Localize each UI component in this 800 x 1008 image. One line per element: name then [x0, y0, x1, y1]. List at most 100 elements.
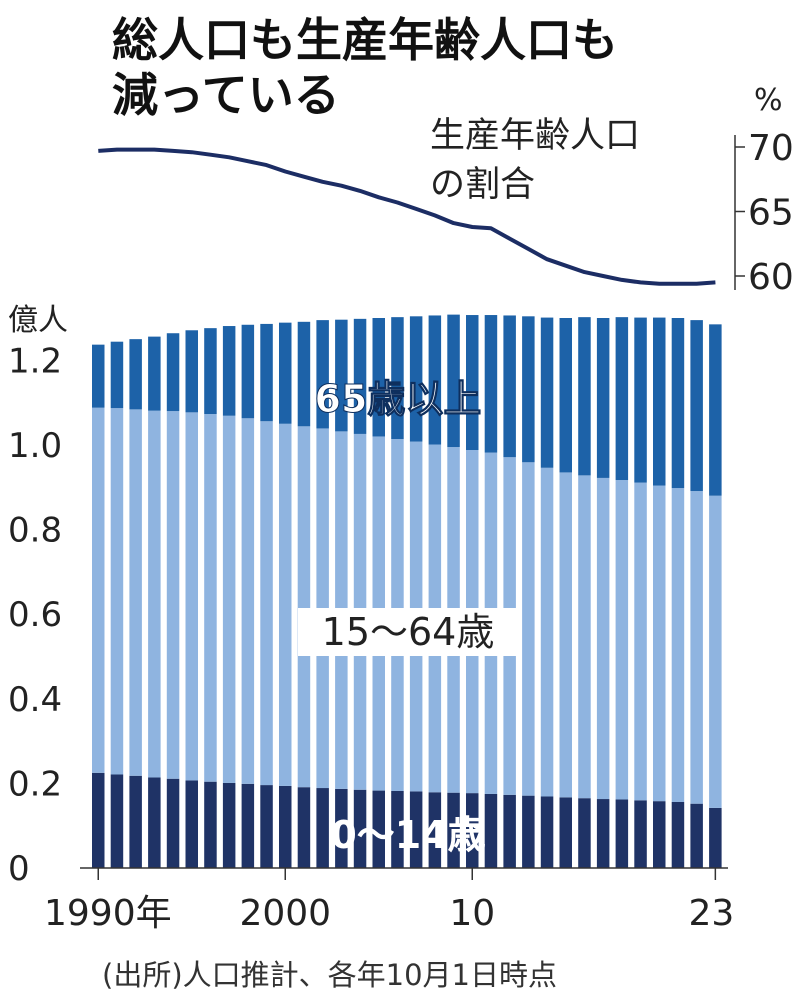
population-bar-panel: 億人 1.2 1.0 0.8 0.6 0.4 0.2 0 1990年 2000 10 23 65歳…	[8, 303, 734, 934]
series-label-15-64: 15～64歳	[322, 610, 495, 654]
bar-2011-series-0	[484, 793, 498, 868]
population-y-tick-label: 0.4	[8, 680, 62, 720]
population-x-tick-label: 23	[688, 893, 734, 934]
series-label-15-64-background	[298, 608, 518, 656]
population-y-tick-label: 1.0	[8, 426, 62, 466]
bar-2003-series-2	[335, 319, 348, 432]
bar-1991-series-0	[110, 774, 124, 868]
population-y-tick-label: 1.2	[8, 341, 62, 381]
bar-2009-series-0	[447, 792, 460, 868]
bar-2005-series-2	[372, 318, 385, 437]
bar-2008-series-2	[428, 315, 442, 445]
bar-2016-series-0	[578, 798, 591, 868]
bar-2017-series-1	[596, 477, 610, 800]
source-note: (出所)人口推計、各年10月1日時点	[102, 958, 557, 992]
bar-1994-series-0	[166, 778, 180, 868]
bar-1993-series-2	[148, 336, 161, 411]
bar-2012-series-2	[503, 315, 516, 458]
bar-2002-series-2	[316, 320, 329, 429]
bar-2018-series-1	[615, 480, 629, 800]
bar-2016-series-1	[578, 475, 591, 799]
bar-1998-series-2	[241, 324, 255, 419]
bar-1995-series-2	[185, 330, 198, 413]
bar-2020-series-0	[653, 801, 666, 868]
ratio-series-label-line-2: の割合	[430, 165, 535, 205]
bar-1999-series-2	[260, 323, 273, 422]
bar-2000-series-0	[279, 785, 292, 868]
bar-1992-series-2	[129, 339, 142, 410]
series-label-0-14: 0～14歳	[330, 813, 485, 857]
bar-1997-series-1	[222, 415, 236, 783]
bar-2013-series-1	[522, 462, 535, 796]
ratio-tick-label: 65	[748, 193, 794, 234]
population-y-tick-label: 0.8	[8, 511, 62, 551]
bar-2000-series-1	[279, 423, 292, 786]
bar-2014-series-2	[540, 317, 554, 468]
bar-1991-series-1	[110, 408, 124, 775]
bar-1990-series-1	[92, 407, 105, 773]
bar-1998-series-0	[241, 783, 255, 868]
population-x-tick-label: 2000	[239, 893, 331, 934]
bar-1996-series-0	[204, 781, 217, 868]
bar-2014-series-0	[540, 796, 554, 868]
ratio-axis-ticks: 70 65 60	[735, 128, 794, 298]
ratio-unit-label: %	[754, 83, 783, 118]
bar-2023-series-1	[709, 495, 722, 808]
bar-1995-series-1	[185, 412, 198, 781]
bar-2004-series-2	[353, 318, 367, 434]
bar-2020-series-2	[653, 317, 666, 486]
bar-1998-series-1	[241, 418, 255, 784]
bar-2007-series-0	[409, 791, 423, 868]
bar-2021-series-2	[671, 318, 685, 489]
bar-1996-series-1	[204, 414, 217, 782]
population-unit-label: 億人	[8, 303, 68, 338]
bar-2001-series-2	[297, 321, 311, 427]
bar-2011-series-2	[484, 315, 498, 453]
bar-2015-series-0	[559, 797, 572, 868]
bar-2008-series-0	[428, 792, 442, 868]
series-label-65-plus: 65歳以上	[315, 377, 482, 421]
population-x-tick-label: 10	[449, 893, 495, 934]
bar-1997-series-0	[222, 782, 236, 868]
bar-2010-series-0	[466, 793, 479, 868]
population-x-ticks: 1990年 2000 10 23	[44, 868, 734, 934]
bar-2022-series-2	[690, 320, 703, 492]
bar-1994-series-1	[166, 411, 180, 779]
bar-2006-series-2	[391, 317, 404, 439]
ratio-series-label-line-1: 生産年齢人口	[430, 116, 640, 156]
bar-1996-series-2	[204, 328, 217, 415]
bar-1999-series-1	[260, 421, 273, 786]
bar-2001-series-0	[297, 787, 311, 868]
population-y-tick-label: 0	[8, 849, 30, 889]
bar-2023-series-2	[709, 324, 722, 496]
chart-title-line-2: 減っている	[112, 68, 340, 122]
ratio-tick-label: 70	[748, 128, 794, 169]
bar-2004-series-0	[353, 789, 367, 868]
bar-2006-series-0	[391, 791, 404, 868]
bar-2002-series-0	[316, 788, 329, 868]
bar-2015-series-2	[559, 318, 572, 473]
ratio-tick-label: 60	[748, 257, 794, 298]
bar-2013-series-0	[522, 795, 535, 868]
bar-2013-series-2	[522, 316, 535, 463]
bar-1999-series-0	[260, 785, 273, 868]
bar-2015-series-1	[559, 472, 572, 798]
bar-2010-series-2	[466, 315, 479, 450]
population-y-ticks: 1.2 1.0 0.8 0.6 0.4 0.2 0	[8, 341, 62, 889]
bar-2019-series-1	[634, 482, 647, 801]
bar-2017-series-0	[596, 799, 610, 868]
bar-2016-series-2	[578, 317, 591, 476]
bar-2007-series-2	[409, 316, 423, 442]
bar-1993-series-1	[148, 410, 161, 778]
bar-1992-series-0	[129, 775, 142, 868]
population-y-tick-label: 0.6	[8, 595, 62, 635]
bar-1994-series-2	[166, 333, 180, 412]
bar-1990-series-2	[92, 344, 105, 408]
bar-2021-series-1	[671, 488, 685, 802]
chart-title-line-1: 総人口も生産年齢人口も	[112, 13, 618, 67]
bar-2022-series-1	[690, 491, 703, 804]
population-y-tick-label: 0.2	[8, 764, 62, 804]
bar-2014-series-1	[540, 467, 554, 797]
bar-2019-series-2	[634, 317, 647, 483]
